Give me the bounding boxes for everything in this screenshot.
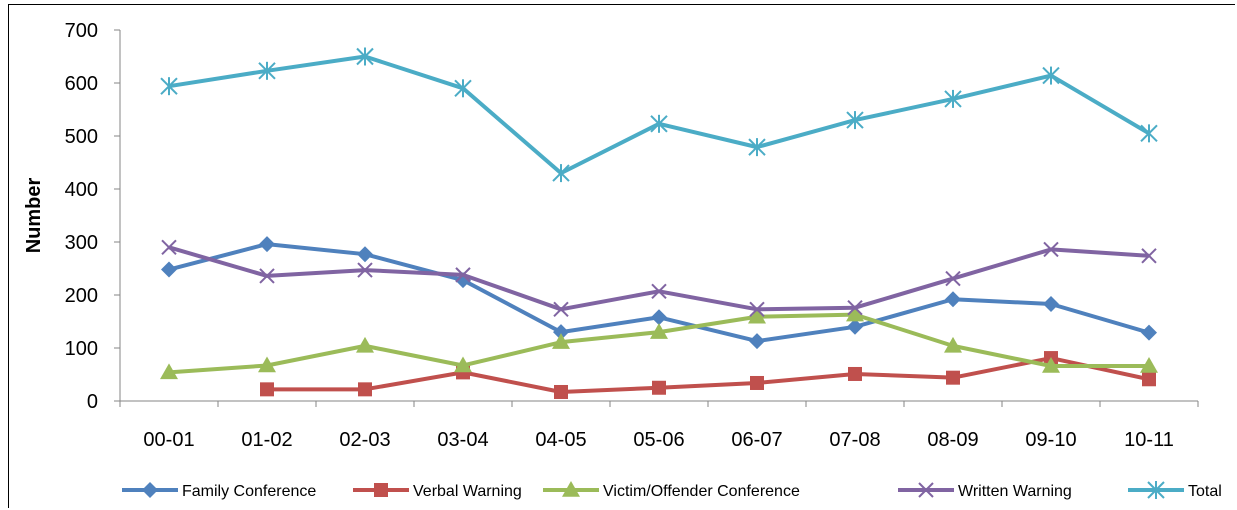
data-point-written-warning <box>161 239 177 256</box>
data-point-verbal-warning <box>946 370 960 385</box>
legend: Family Conference Verbal Warning Victim/Of… <box>122 481 1222 500</box>
data-point-family-conference <box>161 261 177 278</box>
data-point-total <box>1140 124 1158 143</box>
data-point-family-conference <box>553 324 569 341</box>
data-point-family-conference <box>357 246 373 263</box>
data-point-verbal-warning <box>750 375 764 390</box>
data-point-family-conference <box>1141 324 1157 341</box>
data-point-victim-offender-conference <box>454 356 472 373</box>
data-point-total <box>258 61 276 80</box>
x-axis: 00-01 01-02 02-03 03-04 04-05 05-06 06-07 07-08… <box>119 400 1199 451</box>
legend-label: Family Conference <box>182 483 316 500</box>
series-line-verbal-warning <box>267 356 1150 394</box>
data-point-family-conference <box>651 309 667 326</box>
data-point-victim-offender-conference <box>846 305 864 322</box>
data-point-total <box>356 47 374 66</box>
y-tick-label: 700 <box>65 20 98 42</box>
x-tick-label: 01-02 <box>241 429 292 451</box>
y-tick-label: 300 <box>65 232 98 254</box>
data-point-written-warning <box>945 270 961 287</box>
data-point-family-conference <box>847 318 863 335</box>
series-written-warning <box>161 239 1157 318</box>
data-point-total <box>650 114 668 133</box>
legend-item-victim-offender-conference: Victim/Offender Conference <box>543 481 800 500</box>
data-point-victim-offender-conference <box>650 323 668 339</box>
data-point-verbal-warning <box>652 380 666 395</box>
data-point-total <box>160 77 178 96</box>
legend-label: Verbal Warning <box>413 483 522 500</box>
series-victim-offender-conference <box>160 305 1158 380</box>
data-point-verbal-warning <box>358 382 372 397</box>
x-tick-label: 03-04 <box>437 429 488 451</box>
data-point-victim-offender-conference <box>944 336 962 353</box>
y-tick-label: 400 <box>65 179 98 201</box>
data-point-family-conference <box>259 236 275 253</box>
x-tick-label: 00-01 <box>143 429 194 451</box>
data-point-written-warning <box>847 300 863 316</box>
x-tick-label: 09-10 <box>1025 429 1076 451</box>
y-tick-label: 200 <box>65 285 98 307</box>
series-layer <box>160 47 1158 399</box>
legend-swatch-marker <box>918 482 934 498</box>
data-point-family-conference <box>1043 296 1059 313</box>
x-tick-label: 10-11 <box>1124 429 1174 451</box>
x-tick-label: 05-06 <box>633 429 684 451</box>
legend-swatch-marker <box>374 483 388 497</box>
y-tick-label: 600 <box>65 73 98 95</box>
data-point-verbal-warning <box>260 382 274 397</box>
data-point-victim-offender-conference <box>258 356 276 373</box>
data-point-written-warning <box>1043 241 1059 258</box>
data-point-victim-offender-conference <box>1042 357 1060 373</box>
legend-swatch-marker <box>562 481 580 497</box>
legend-item-total: Total <box>1128 481 1222 500</box>
data-point-total <box>1042 66 1060 85</box>
x-tick-label: 04-05 <box>535 429 586 451</box>
x-tick-label: 06-07 <box>731 429 782 451</box>
data-point-family-conference <box>945 291 961 308</box>
data-point-verbal-warning <box>848 366 862 381</box>
y-tick-label: 500 <box>65 126 98 148</box>
legend-item-written-warning: Written Warning <box>898 482 1072 500</box>
data-point-victim-offender-conference <box>356 336 374 353</box>
y-tick-label: 100 <box>65 338 98 360</box>
data-point-total <box>944 89 962 108</box>
data-point-total <box>846 111 864 130</box>
data-point-total <box>552 164 570 183</box>
series-family-conference <box>161 236 1157 350</box>
data-point-written-warning <box>1141 248 1157 264</box>
data-point-written-warning <box>357 262 373 278</box>
legend-item-verbal-warning: Verbal Warning <box>353 483 522 500</box>
legend-label: Victim/Offender Conference <box>603 483 800 500</box>
x-tick-label: 07-08 <box>829 429 880 451</box>
data-point-victim-offender-conference <box>552 333 570 349</box>
x-tick-label: 02-03 <box>339 429 390 451</box>
y-axis: 0 100 200 300 400 500 600 700 <box>65 20 121 413</box>
data-point-victim-offender-conference <box>748 307 766 324</box>
legend-label: Total <box>1188 483 1222 500</box>
series-line-total <box>168 54 1151 176</box>
y-axis-title: Number <box>23 178 45 254</box>
y-tick-label: 0 <box>87 391 98 413</box>
data-point-total <box>454 79 472 98</box>
x-tick-label: 08-09 <box>927 429 978 451</box>
legend-swatch-marker <box>142 482 158 498</box>
data-point-total <box>748 138 766 157</box>
legend-item-family-conference: Family Conference <box>122 482 316 500</box>
data-point-victim-offender-conference <box>1140 357 1158 373</box>
data-point-family-conference <box>749 333 765 350</box>
data-point-written-warning <box>553 301 569 318</box>
data-point-victim-offender-conference <box>160 363 178 380</box>
data-point-written-warning <box>455 267 471 283</box>
chart-area <box>8 4 1235 508</box>
data-point-written-warning <box>651 283 667 299</box>
data-point-written-warning <box>259 268 275 284</box>
data-point-verbal-warning <box>554 384 568 399</box>
data-point-verbal-warning <box>1142 372 1156 387</box>
legend-label: Written Warning <box>958 483 1072 500</box>
series-total <box>160 47 1158 183</box>
legend-swatch-marker <box>1147 481 1165 499</box>
data-point-written-warning <box>749 301 765 318</box>
